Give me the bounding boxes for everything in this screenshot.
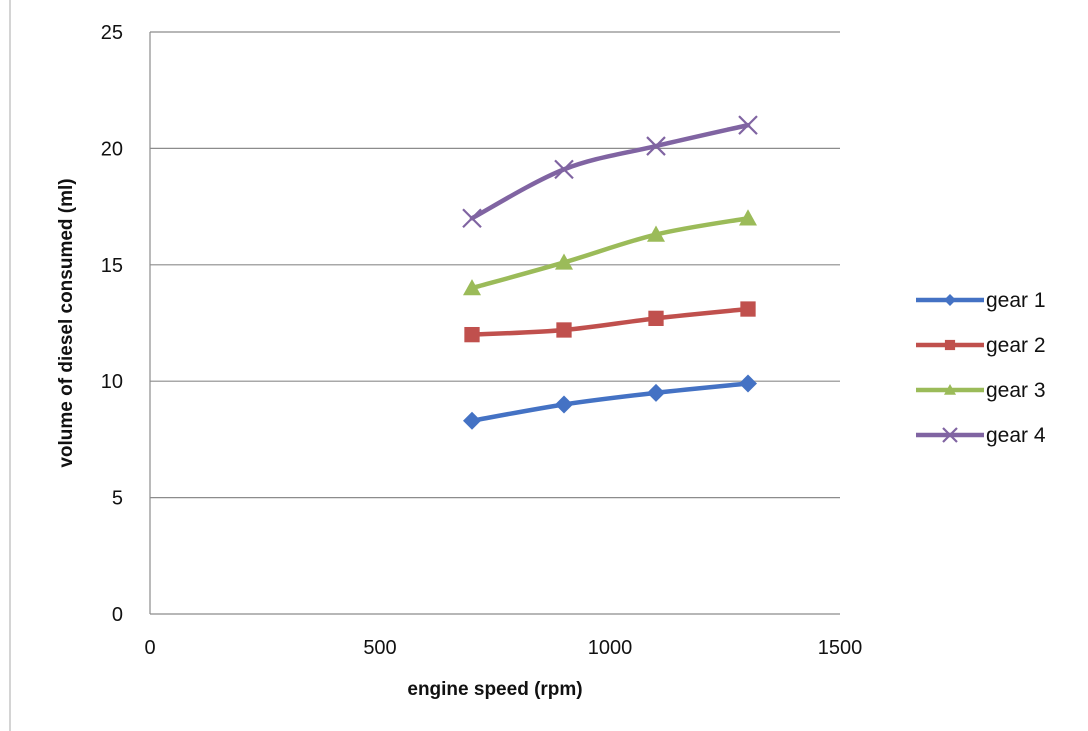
y-tick-label: 15 [101, 255, 123, 277]
y-tick-label: 20 [101, 138, 123, 160]
y-axis-title: volume of diesel consumed (ml) [56, 178, 77, 467]
y-tick-label: 0 [112, 604, 123, 626]
x-tick-label: 1000 [588, 637, 633, 659]
legend: gear 1 gear 2 gear 3 gear 4 [916, 289, 1046, 447]
legend-label: gear 1 [986, 289, 1046, 312]
legend-swatch-marker [944, 294, 956, 306]
axes [149, 32, 840, 615]
legend-entry: gear 2 [916, 334, 1046, 357]
series-gear-4 [462, 115, 758, 229]
data-point [463, 279, 481, 296]
y-tick-label: 25 [101, 22, 123, 44]
data-point [647, 383, 665, 402]
legend-label: gear 2 [986, 334, 1046, 357]
legend-label: gear 3 [986, 379, 1046, 402]
x-tick-label: 0 [144, 637, 155, 659]
series-gear-2 [464, 301, 756, 343]
series-line [469, 381, 751, 424]
series-gear-1 [463, 374, 757, 430]
data-point [556, 322, 572, 338]
y-tick-label: 10 [101, 371, 123, 393]
data-point [464, 326, 480, 343]
data-point [739, 209, 757, 226]
legend-entry: gear 3 [916, 379, 1046, 402]
y-tick-label: 5 [112, 488, 123, 510]
legend-swatch-marker [942, 427, 958, 443]
data-point [738, 115, 758, 135]
data-point [555, 395, 573, 414]
gridlines [150, 31, 840, 499]
data-point [648, 310, 664, 326]
tick-labels: 0 5 10 15 20 25 0 500 1000 1500 [101, 22, 863, 659]
data-point [647, 225, 665, 242]
data-point [554, 159, 574, 180]
x-axis-title: engine speed (rpm) [407, 679, 582, 700]
data-point [646, 136, 666, 156]
series-gear-3 [463, 209, 757, 296]
legend-swatch-marker [944, 384, 956, 395]
series-line [469, 215, 751, 291]
data-point [462, 208, 482, 229]
legend-label: gear 4 [986, 424, 1046, 447]
legend-entry: gear 4 [916, 424, 1046, 447]
x-tick-label: 1500 [818, 637, 863, 659]
series-line [469, 306, 751, 337]
x-tick-label: 500 [363, 637, 396, 659]
series-line [469, 122, 751, 221]
series-layer [462, 115, 758, 430]
data-point [739, 374, 757, 393]
legend-swatch-marker [944, 339, 956, 351]
data-point [555, 253, 573, 270]
data-point [463, 411, 481, 430]
legend-entry: gear 1 [916, 289, 1046, 312]
data-point [740, 301, 756, 317]
